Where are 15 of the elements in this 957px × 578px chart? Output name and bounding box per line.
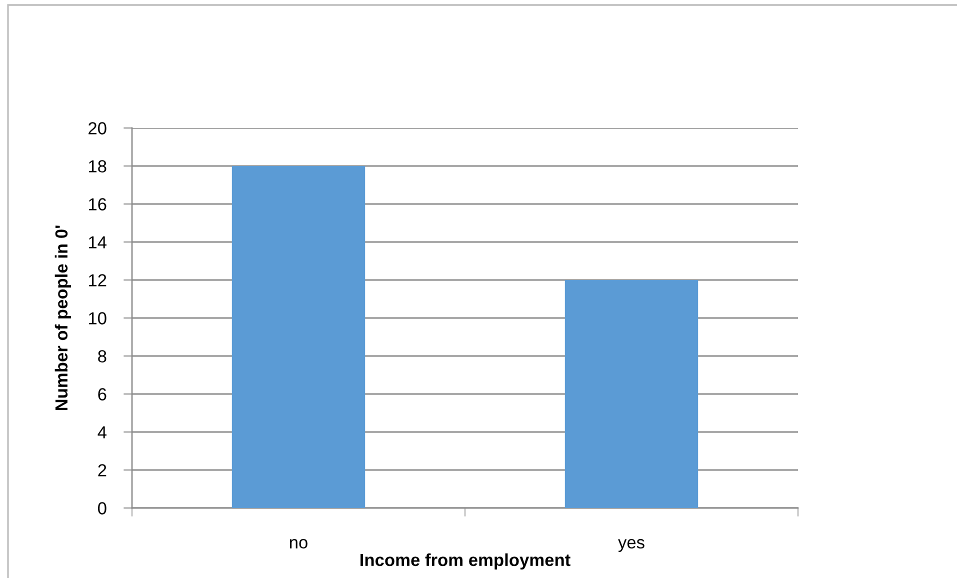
y-tick-label: 12 — [89, 274, 106, 286]
y-tick-label: 8 — [98, 350, 106, 362]
y-tick-label: 2 — [98, 464, 106, 476]
y-tick-label: 10 — [89, 312, 106, 324]
x-tick-label: no — [290, 539, 308, 549]
x-axis-title: Income from employment — [360, 553, 570, 570]
y-tick-label: 4 — [98, 426, 106, 438]
y-tick-label: 20 — [88, 122, 106, 134]
y-tick-label: 14 — [89, 236, 106, 248]
x-tick-label: yes — [618, 539, 644, 552]
y-tick-label: 16 — [89, 198, 106, 210]
y-tick-label: 0 — [98, 502, 106, 514]
y-tick-label: 18 — [89, 160, 106, 172]
y-axis-title: Number of people in 0' — [54, 226, 72, 410]
y-tick-label: 6 — [98, 388, 106, 400]
